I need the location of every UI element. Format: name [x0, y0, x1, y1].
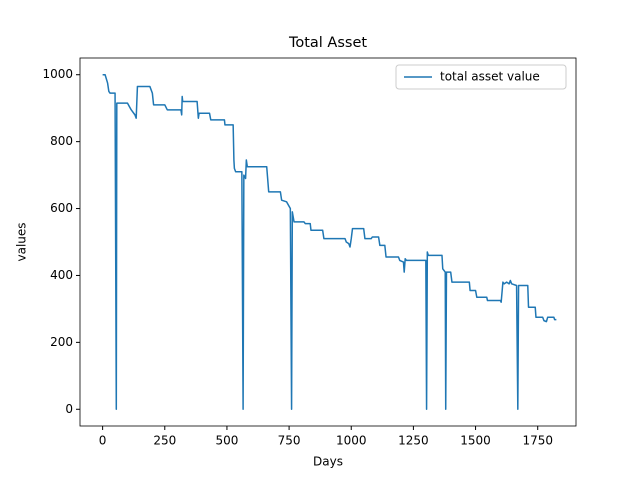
- y-tick-label: 600: [50, 201, 73, 215]
- y-tick-label: 800: [50, 134, 73, 148]
- x-tick-label: 500: [215, 434, 238, 448]
- y-tick-label: 200: [50, 335, 73, 349]
- plot-frame: [79, 57, 577, 427]
- chart-title: Total Asset: [288, 35, 367, 51]
- x-axis-label: Days: [313, 455, 343, 469]
- x-tick-label: 250: [153, 434, 176, 448]
- x-tick-label: 1000: [336, 434, 367, 448]
- y-tick-label: 0: [65, 402, 73, 416]
- y-axis-label: values: [15, 222, 29, 261]
- y-tick-label: 1000: [42, 67, 73, 81]
- x-tick-label: 0: [99, 434, 107, 448]
- legend-label: total asset value: [440, 70, 540, 84]
- x-tick-label: 1750: [522, 434, 553, 448]
- data-line: [102, 73, 557, 411]
- legend-box: [395, 64, 567, 90]
- y-tick-label: 400: [50, 268, 73, 282]
- x-tick-label: 750: [278, 434, 301, 448]
- x-tick-label: 1500: [460, 434, 491, 448]
- x-tick-label: 1250: [398, 434, 429, 448]
